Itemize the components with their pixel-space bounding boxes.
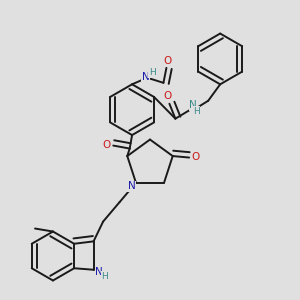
Text: N: N: [189, 100, 197, 110]
Text: N: N: [128, 181, 135, 191]
Text: H: H: [193, 107, 200, 116]
Text: O: O: [163, 91, 171, 101]
Text: N: N: [95, 267, 103, 277]
Text: H: H: [101, 272, 108, 281]
Text: O: O: [164, 56, 172, 66]
Text: O: O: [192, 152, 200, 162]
Text: O: O: [103, 140, 111, 150]
Text: N: N: [142, 72, 149, 82]
Text: H: H: [149, 68, 155, 77]
